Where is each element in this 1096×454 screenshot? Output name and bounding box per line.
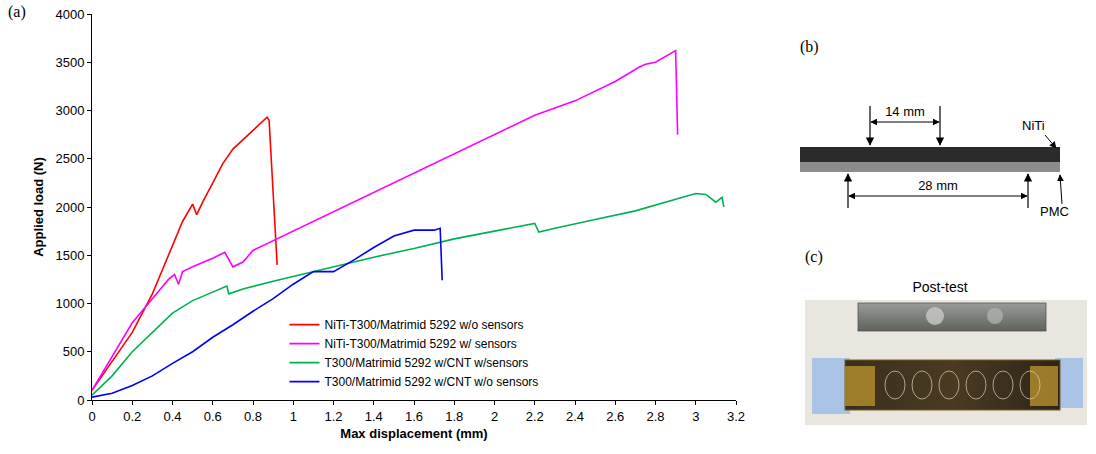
svg-text:0.8: 0.8 [244, 409, 262, 424]
svg-text:T300/Matrimid 5292 w/CNT w/sen: T300/Matrimid 5292 w/CNT w/sensors [325, 356, 529, 370]
svg-text:Post-test: Post-test [912, 279, 967, 295]
svg-text:NiTi-T300/Matrimid 5292 w/o se: NiTi-T300/Matrimid 5292 w/o sensors [325, 318, 524, 332]
svg-text:1.2: 1.2 [324, 409, 342, 424]
svg-text:3: 3 [692, 409, 699, 424]
svg-text:2.4: 2.4 [566, 409, 584, 424]
svg-text:Max displacement (mm): Max displacement (mm) [340, 426, 487, 441]
svg-text:0: 0 [77, 393, 84, 408]
svg-text:(c): (c) [805, 248, 823, 266]
svg-text:1500: 1500 [55, 248, 84, 263]
svg-text:2000: 2000 [55, 200, 84, 215]
svg-text:(b): (b) [800, 38, 819, 56]
html-text:(a): (a) [8, 3, 26, 20]
svg-text:1000: 1000 [55, 296, 84, 311]
svg-text:0: 0 [88, 409, 95, 424]
svg-text:NiTi: NiTi [1022, 118, 1045, 133]
svg-text:NiTi-T300/Matrimid 5292 w/ sen: NiTi-T300/Matrimid 5292 w/ sensors [325, 337, 517, 351]
svg-text:28 mm: 28 mm [918, 178, 958, 193]
svg-text:3500: 3500 [55, 55, 84, 70]
svg-text:PMC: PMC [1040, 204, 1069, 219]
svg-text:1: 1 [290, 409, 297, 424]
svg-text:0.2: 0.2 [123, 409, 141, 424]
svg-text:2.8: 2.8 [646, 409, 664, 424]
svg-text:2.6: 2.6 [606, 409, 624, 424]
svg-text:3.2: 3.2 [727, 409, 745, 424]
svg-text:3000: 3000 [55, 103, 84, 118]
svg-text:1.6: 1.6 [405, 409, 423, 424]
svg-text:0.4: 0.4 [163, 409, 181, 424]
svg-text:1.4: 1.4 [365, 409, 383, 424]
svg-text:2: 2 [491, 409, 498, 424]
svg-text:0.6: 0.6 [204, 409, 222, 424]
svg-text:T300/Matrimid 5292 w/CNT w/o s: T300/Matrimid 5292 w/CNT w/o sensors [325, 375, 539, 389]
svg-text:500: 500 [63, 344, 85, 359]
svg-text:2500: 2500 [55, 151, 84, 166]
svg-text:Applied load (N): Applied load (N) [31, 157, 46, 257]
svg-text:2.2: 2.2 [526, 409, 544, 424]
svg-text:4000: 4000 [55, 7, 84, 22]
svg-text:1.8: 1.8 [445, 409, 463, 424]
svg-text:14 mm: 14 mm [885, 104, 925, 119]
